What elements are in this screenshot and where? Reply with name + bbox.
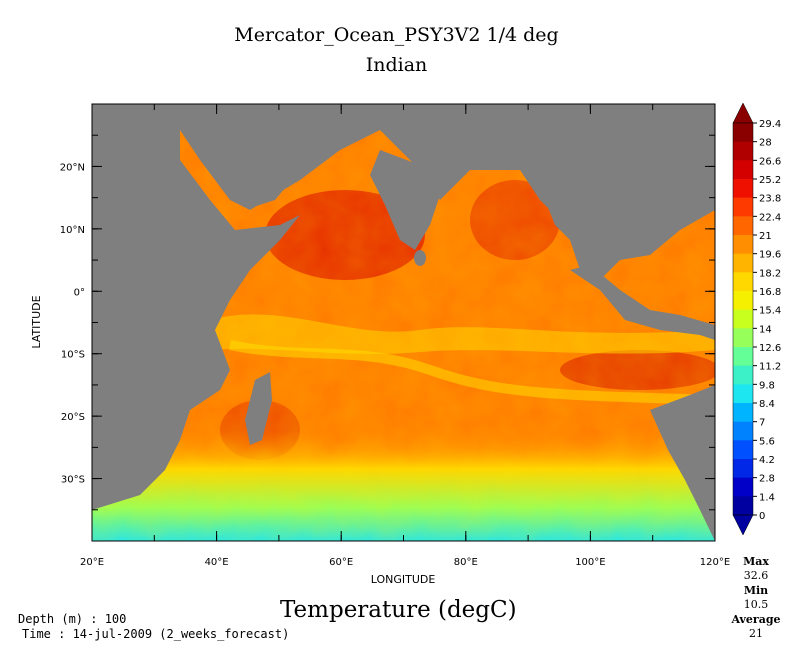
colorbar-segment	[733, 197, 753, 217]
colorbar-label: 28	[759, 138, 772, 149]
colorbar-segment	[733, 141, 753, 161]
map-subtitle: Indian	[365, 54, 428, 76]
map-title: Mercator_Ocean_PSY3V2 1/4 deg	[234, 24, 559, 46]
min-label: Min	[743, 584, 769, 597]
lon-tick-label: 40°E	[205, 557, 229, 568]
lat-tick-label: 20°S	[61, 412, 85, 423]
colorbar-frame	[732, 122, 754, 516]
colorbar-label: 23.8	[759, 194, 781, 205]
colorbar-labels: 29.4 28 26.6 25.2 23.8 22.4 21 19.6 18.2 16.8 15.4…	[753, 119, 781, 522]
colorbar-label: 18.2	[759, 268, 781, 279]
lat-tick-label: 10°N	[60, 225, 85, 236]
colorbar-segment	[733, 477, 753, 497]
colorbar-label: 4.2	[759, 455, 775, 466]
colorbar-label: 1.4	[759, 492, 775, 503]
colorbar-segment	[733, 253, 753, 273]
colorbar-segment	[733, 440, 753, 460]
colorbar-label: 8.4	[759, 399, 775, 410]
colorbar-label: 25.2	[759, 175, 781, 186]
lat-tick-label: 20°N	[60, 162, 85, 173]
lon-tick-label: 120°E	[700, 557, 730, 568]
colorbar-segment	[733, 421, 753, 441]
colorbar-label: 16.8	[759, 287, 781, 298]
colorbar-max-arrow	[732, 102, 754, 124]
colorbar-label: 21	[759, 231, 772, 242]
lon-tick-label: 20°E	[80, 557, 104, 568]
colorbar-min-arrow	[732, 514, 754, 536]
colorbar-segment	[733, 291, 753, 311]
colorbar-segment	[733, 384, 753, 404]
colorbar-label: 11.2	[759, 362, 781, 373]
colorbar-segment	[733, 309, 753, 329]
axis-ticks	[91, 103, 716, 542]
colorbar-label: 19.6	[759, 250, 781, 261]
lat-tick-label: 30°S	[61, 475, 85, 486]
time-text: Time : 14-jul-2009 (2_weeks_forecast)	[22, 627, 290, 641]
colorbar-segment	[733, 235, 753, 255]
colorbar-segment	[733, 496, 753, 516]
y-axis-label: LATITUDE	[30, 295, 43, 348]
colorbar-label: 0	[759, 511, 765, 522]
depth-text: Depth (m) : 100	[18, 612, 127, 626]
lon-tick-label: 100°E	[575, 557, 605, 568]
lat-tick-label: 0°	[74, 287, 85, 298]
colorbar-label: 2.8	[759, 474, 775, 485]
colorbar-segment	[733, 272, 753, 292]
colorbar-label: 5.6	[759, 436, 775, 447]
colorbar-label: 29.4	[759, 119, 781, 130]
land-mask	[92, 104, 715, 541]
colorbar-segment	[733, 328, 753, 348]
max-value: 32.6	[743, 569, 769, 582]
lon-tick-label: 60°E	[329, 557, 353, 568]
min-value: 10.5	[743, 598, 769, 611]
colorbar-segment	[733, 459, 753, 479]
lon-tick-label: 80°E	[454, 557, 478, 568]
colorbar-label: 12.6	[759, 343, 781, 354]
colorbar-label: 22.4	[759, 212, 781, 223]
x-axis-label: LONGITUDE	[371, 573, 436, 586]
max-label: Max	[743, 555, 769, 568]
colorbar-label: 7	[759, 418, 765, 429]
colorbar-segment	[733, 347, 753, 367]
colorbar-label: 14	[759, 324, 772, 335]
colorbar-label: 15.4	[759, 306, 781, 317]
colorbar-label: 26.6	[759, 156, 781, 167]
colorbar-segment	[733, 179, 753, 199]
colorbar-segment	[733, 160, 753, 180]
lat-tick-label: 10°S	[61, 350, 85, 361]
axis-tick-labels: 20°E 40°E 60°E 80°E 100°E 120°E 20°N 10°N 0° 10°S…	[60, 162, 730, 568]
average-label: Average	[731, 613, 781, 626]
colorbar-segment	[733, 123, 753, 143]
colorbar-segment	[733, 216, 753, 236]
variable-title: Temperature (degC)	[280, 597, 517, 623]
map-plot-area	[92, 104, 715, 541]
colorbar-segment	[733, 403, 753, 423]
colorbar-segment	[733, 365, 753, 385]
average-value: 21	[749, 627, 763, 640]
colorbar-label: 9.8	[759, 380, 775, 391]
colorbar	[732, 102, 754, 536]
